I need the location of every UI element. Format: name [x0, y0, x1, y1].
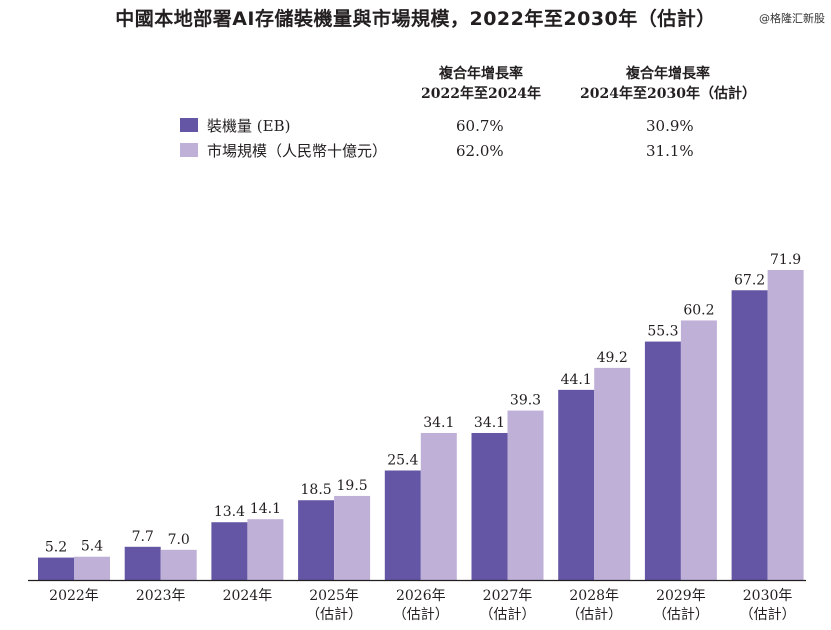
- bar-market-size: [767, 270, 804, 580]
- bar-market-size: [334, 495, 371, 580]
- bar-market-size: [680, 320, 717, 580]
- x-tick-sublabel: （估計）: [740, 607, 796, 623]
- bar-installed-capacity: [471, 432, 508, 580]
- bar-installed-capacity: [298, 500, 335, 580]
- data-label: 5.2: [45, 540, 67, 556]
- legend-header-line: 複合年增長率: [439, 66, 523, 82]
- legend-header-line: 2022年至2024年: [421, 86, 541, 102]
- legend-swatch-installed-capacity: [180, 118, 198, 132]
- bar-market-size: [247, 519, 284, 580]
- data-label: 7.7: [132, 529, 154, 545]
- data-label: 60.2: [683, 302, 714, 318]
- x-tick-sublabel: （估計）: [653, 607, 709, 623]
- bar-installed-capacity: [558, 389, 595, 580]
- bar-installed-capacity: [211, 522, 248, 580]
- x-tick-sublabel: （估計）: [306, 607, 362, 623]
- legend-label: 裝機量 (EB): [207, 117, 291, 135]
- data-label: 34.1: [474, 415, 505, 431]
- legend-cagr-2024-2030: 31.1%: [646, 142, 694, 160]
- x-tick-label: 2024年: [223, 588, 273, 604]
- bar-market-size: [420, 432, 457, 580]
- x-tick-label: 2022年: [49, 588, 99, 604]
- data-label: 25.4: [387, 452, 418, 468]
- x-tick-sublabel: （估計）: [480, 607, 536, 623]
- bar-installed-capacity: [124, 546, 161, 580]
- legend-header-cagr-2024-2030: 複合年增長率 2024年至2030年（估計）: [568, 64, 768, 104]
- x-tick-label: 2025年: [309, 588, 359, 604]
- legend-cagr-2022-2024: 60.7%: [456, 117, 504, 135]
- bar-market-size: [507, 410, 544, 580]
- legend-label: 市場規模（人民幣十億元）: [207, 142, 388, 160]
- data-label: 67.2: [734, 272, 765, 288]
- x-tick-label: 2023年: [136, 588, 186, 604]
- data-label: 39.3: [510, 393, 541, 409]
- bar-market-size: [74, 556, 110, 580]
- x-tick-label: 2027年: [483, 588, 533, 604]
- bar-installed-capacity: [384, 470, 421, 580]
- legend-header-line: 2024年至2030年（估計）: [580, 86, 756, 102]
- bar-market-size: [160, 549, 197, 580]
- bar-installed-capacity: [38, 557, 74, 580]
- watermark: @格隆汇新股: [757, 10, 827, 26]
- data-label: 49.2: [597, 350, 628, 366]
- x-tick-sublabel: （估計）: [566, 607, 622, 623]
- data-label: 14.1: [250, 501, 281, 517]
- legend-item-market-size: 市場規模（人民幣十億元） 62.0% 31.1%: [180, 141, 780, 161]
- legend-cagr-2024-2030: 30.9%: [646, 117, 694, 135]
- legend-header-cagr-2022-2024: 複合年增長率 2022年至2024年: [412, 64, 550, 104]
- x-tick-label: 2028年: [569, 588, 619, 604]
- bar-installed-capacity: [731, 290, 768, 580]
- data-label: 13.4: [214, 504, 245, 520]
- data-label: 7.0: [168, 532, 190, 548]
- chart-title: 中國本地部署AI存儲裝機量與市場規模，2022年至2030年（估計）: [115, 8, 716, 30]
- x-tick-sublabel: （估計）: [393, 607, 449, 623]
- data-label: 71.9: [770, 252, 801, 268]
- legend-swatch-market-size: [180, 143, 198, 157]
- bar-installed-capacity: [644, 341, 681, 580]
- legend-header-line: 複合年增長率: [626, 66, 710, 82]
- x-tick-label: 2029年: [656, 588, 706, 604]
- data-label: 18.5: [301, 482, 332, 498]
- data-label: 5.4: [81, 539, 103, 555]
- data-label: 44.1: [561, 372, 592, 388]
- legend: 複合年增長率 2022年至2024年 複合年增長率 2024年至2030年（估計…: [0, 0, 831, 170]
- data-label: 55.3: [647, 324, 678, 340]
- legend-item-installed-capacity: 裝機量 (EB) 60.7% 30.9%: [180, 116, 780, 136]
- legend-cagr-2022-2024: 62.0%: [456, 142, 504, 160]
- x-tick-label: 2030年: [743, 588, 793, 604]
- bar-market-size: [594, 367, 631, 580]
- x-tick-label: 2026年: [396, 588, 446, 604]
- data-label: 34.1: [423, 415, 454, 431]
- data-label: 19.5: [337, 478, 368, 494]
